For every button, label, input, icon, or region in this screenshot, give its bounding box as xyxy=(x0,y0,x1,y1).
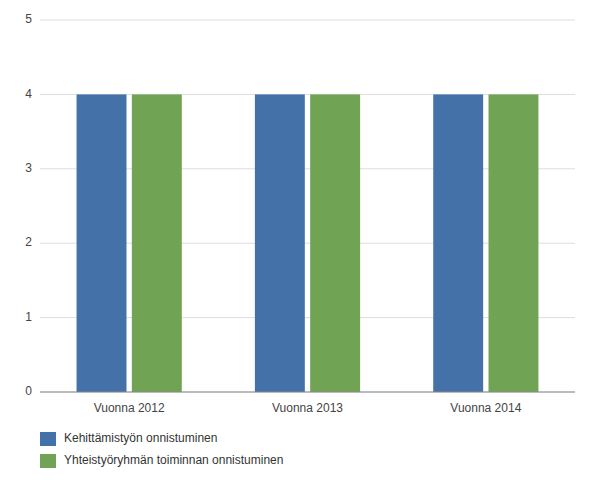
legend-swatch xyxy=(40,432,56,446)
legend: Kehittämistyön onnistuminen Yhteistyöryhm… xyxy=(40,431,283,468)
x-tick-label: Vuonna 2013 xyxy=(272,401,343,415)
bar xyxy=(489,94,539,392)
x-axis-line xyxy=(40,392,575,393)
bar xyxy=(433,94,483,392)
y-tick-label: 2 xyxy=(25,235,32,249)
grid-line xyxy=(40,392,575,393)
bars xyxy=(77,94,539,392)
bar xyxy=(255,94,305,392)
bar xyxy=(132,94,182,392)
x-tick-label: Vuonna 2014 xyxy=(450,401,521,415)
bar xyxy=(77,94,127,392)
y-tick-label: 4 xyxy=(25,87,32,101)
grid-line xyxy=(40,20,575,21)
bar xyxy=(310,94,360,392)
chart-container: 0 1 2 3 4 5 Vuonna 2012 Vuonna 2013 Vuonna 2014 K… xyxy=(0,0,591,486)
y-tick-label: 5 xyxy=(25,12,32,26)
legend-label: Yhteistyöryhmän toiminnan onnistuminen xyxy=(64,453,283,467)
y-tick-label: 1 xyxy=(25,310,32,324)
y-tick-label: 0 xyxy=(25,384,32,398)
chart-svg: 0 1 2 3 4 5 Vuonna 2012 Vuonna 2013 Vuonna 2014 K… xyxy=(0,0,591,486)
grid xyxy=(40,20,575,392)
y-tick-label: 3 xyxy=(25,161,32,175)
legend-swatch xyxy=(40,454,56,468)
legend-label: Kehittämistyön onnistuminen xyxy=(64,431,217,445)
x-tick-label: Vuonna 2012 xyxy=(94,401,165,415)
